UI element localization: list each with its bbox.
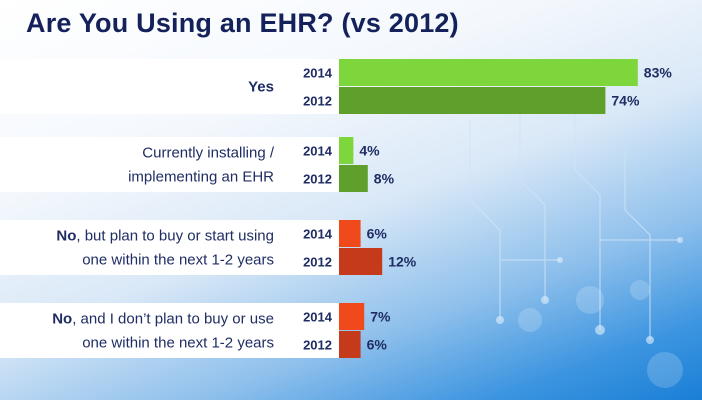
data-label: 74% xyxy=(611,93,640,109)
bar-2014 xyxy=(339,220,361,247)
category-label-emphasis: Yes xyxy=(248,79,274,96)
category-label-band xyxy=(0,137,339,192)
series-year-label: 2014 xyxy=(303,227,333,242)
bar-2014 xyxy=(339,59,638,86)
category-label: No, and I don’t plan to buy or use xyxy=(52,311,274,328)
series-year-label: 2014 xyxy=(303,66,333,81)
data-label: 83% xyxy=(644,65,673,81)
series-year-label: 2012 xyxy=(303,172,332,187)
category-label-band xyxy=(0,303,339,358)
category-label: Yes xyxy=(248,79,274,96)
category-label-text: one within the next 1-2 years xyxy=(82,252,274,269)
data-label: 6% xyxy=(367,337,388,353)
series-year-label: 2014 xyxy=(303,144,333,159)
category-label: Currently installing / xyxy=(142,145,275,162)
bar-2012 xyxy=(339,165,368,192)
data-label: 12% xyxy=(388,254,417,270)
series-year-label: 2012 xyxy=(303,255,332,270)
category-label-text: one within the next 1-2 years xyxy=(82,335,274,352)
category-label-band xyxy=(0,220,339,275)
data-label: 8% xyxy=(374,171,395,187)
bar-2012 xyxy=(339,87,606,114)
category-label: one within the next 1-2 years xyxy=(82,252,274,269)
series-year-label: 2012 xyxy=(303,338,332,353)
category-label: No, but plan to buy or start using xyxy=(56,228,274,245)
bar-2014 xyxy=(339,303,365,330)
data-label: 7% xyxy=(370,309,391,325)
category-label-band xyxy=(0,59,339,114)
bar-2014 xyxy=(339,137,354,164)
category-label: implementing an EHR xyxy=(128,169,274,186)
category-label-text: , and I don’t plan to buy or use xyxy=(72,311,274,328)
category-label-text: implementing an EHR xyxy=(128,169,274,186)
series-year-label: 2012 xyxy=(303,94,332,109)
category-label-text: Currently installing / xyxy=(142,145,275,162)
category-label-emphasis: No xyxy=(56,228,76,245)
category-label-text: , but plan to buy or start using xyxy=(76,228,274,245)
category-label-emphasis: No xyxy=(52,311,72,328)
bar-2012 xyxy=(339,248,383,275)
series-year-label: 2014 xyxy=(303,310,333,325)
bar-2012 xyxy=(339,331,361,358)
data-label: 4% xyxy=(359,143,380,159)
category-label: one within the next 1-2 years xyxy=(82,335,274,352)
chart-title: Are You Using an EHR? (vs 2012) xyxy=(26,8,459,38)
data-label: 6% xyxy=(367,226,388,242)
